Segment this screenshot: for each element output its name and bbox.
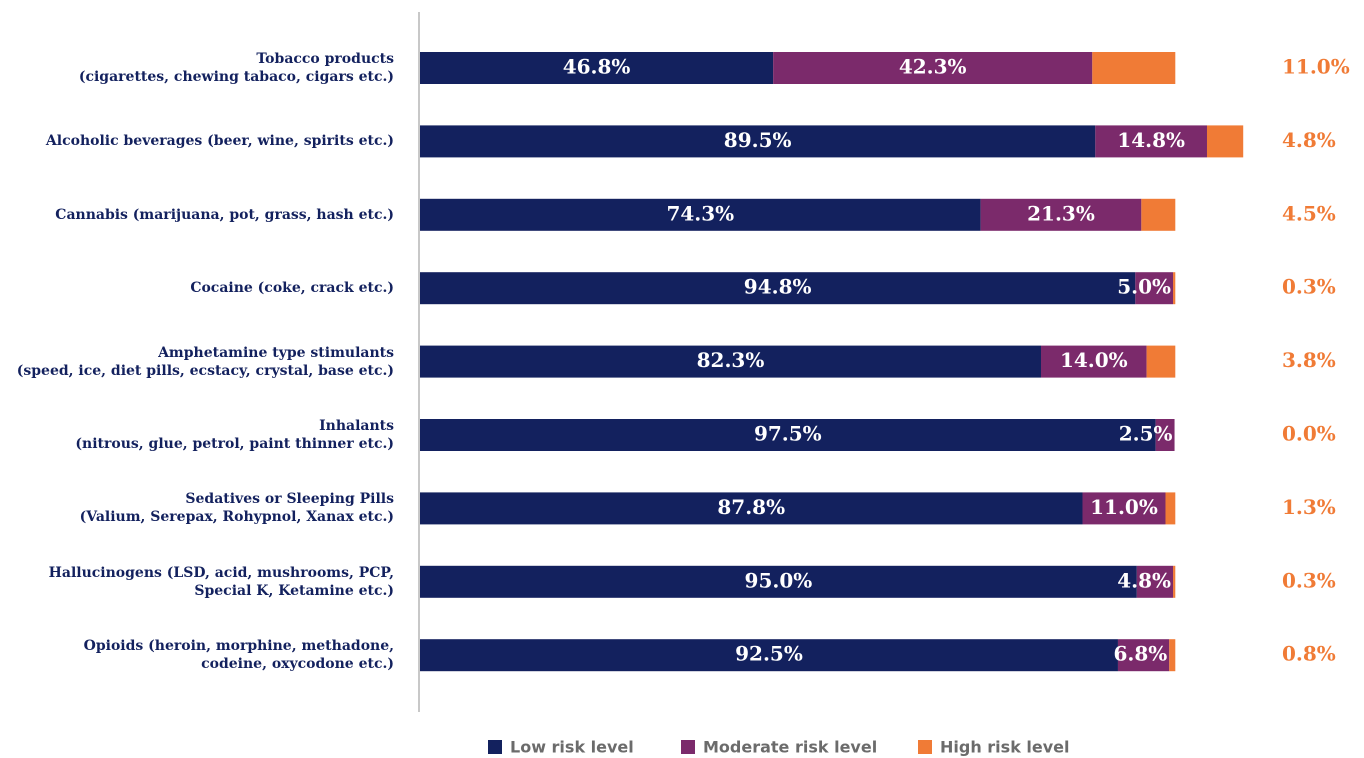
data-label: 46.8%	[563, 55, 631, 79]
data-label: 4.8%	[1282, 128, 1336, 152]
bar-segment	[980, 198, 1142, 231]
category-label: Amphetamine type stimulants (speed, ice,…	[16, 344, 394, 379]
category-label: Alcoholic beverages (beer, wine, spirits…	[45, 133, 394, 150]
data-label: 74.3%	[666, 201, 734, 225]
data-label: 1.3%	[1282, 495, 1336, 519]
data-label: 42.3%	[899, 55, 967, 79]
category-label: Tobacco products (cigarettes, chewing ta…	[78, 51, 394, 85]
data-label: 89.5%	[724, 128, 792, 152]
data-label: 6.8%	[1113, 642, 1167, 666]
bar-segment	[1141, 198, 1176, 231]
bar-segment	[1173, 272, 1176, 305]
data-label: 11.0%	[1282, 55, 1350, 79]
data-label: 82.3%	[697, 348, 765, 372]
bar-segment	[420, 419, 1156, 451]
bar-segment	[1206, 125, 1244, 158]
bar-segment	[1117, 639, 1170, 672]
data-label: 11.0%	[1090, 495, 1158, 519]
category-label: Inhalants (nitrous, glue, petrol, paint …	[75, 418, 394, 452]
category-label: Cannabis (marijuana, pot, grass, hash et…	[55, 206, 394, 223]
data-label: 0.0%	[1282, 422, 1336, 446]
bar-segment	[1135, 272, 1174, 305]
data-label: 4.5%	[1282, 201, 1336, 225]
data-label: 0.3%	[1282, 275, 1336, 299]
bar-segment	[773, 52, 1093, 84]
data-label: 97.5%	[754, 422, 822, 446]
legend-swatch	[918, 740, 932, 754]
data-label: 4.8%	[1117, 568, 1171, 592]
data-label: 92.5%	[735, 642, 803, 666]
bar-segment	[1095, 125, 1207, 158]
data-label: 2.5%	[1119, 422, 1173, 446]
bar-segment	[420, 125, 1096, 158]
legend-swatch	[681, 740, 695, 754]
bar-segment	[1136, 565, 1174, 598]
category-label: Opioids (heroin, morphine, methadone, co…	[83, 638, 394, 673]
data-label: 94.8%	[744, 275, 812, 299]
bar-segment	[1169, 639, 1176, 672]
bar-segment	[1092, 52, 1176, 84]
bar-segment	[420, 345, 1041, 378]
bar-segment	[420, 198, 981, 231]
data-label: 14.8%	[1117, 128, 1185, 152]
legend-label: Moderate risk level	[703, 738, 877, 757]
category-label: Cocaine (coke, crack etc.)	[190, 280, 394, 297]
data-label: 87.8%	[717, 495, 785, 519]
category-label: Hallucinogens (LSD, acid, mushrooms, PCP…	[48, 564, 394, 599]
bar-segment	[1173, 565, 1176, 598]
bar-segment	[420, 492, 1083, 525]
bar-segment	[1146, 345, 1176, 378]
bar-segment	[420, 52, 774, 84]
data-label: 95.0%	[745, 568, 813, 592]
legend-label: Low risk level	[510, 738, 634, 757]
legend-swatch	[488, 740, 502, 754]
bar-segment	[1165, 492, 1176, 525]
bar-segment	[1040, 345, 1147, 378]
data-label: 21.3%	[1027, 201, 1095, 225]
data-label: 0.8%	[1282, 642, 1336, 666]
bar-segment	[1082, 492, 1166, 525]
data-label: 3.8%	[1282, 348, 1336, 372]
data-label: 14.0%	[1060, 348, 1128, 372]
data-label: 0.3%	[1282, 568, 1336, 592]
legend-label: High risk level	[940, 738, 1070, 757]
bar-segment	[420, 565, 1137, 598]
bar-segment	[1155, 419, 1175, 451]
category-label: Sedatives or Sleeping Pills (Valium, Ser…	[79, 491, 394, 526]
data-label: 5.0%	[1117, 275, 1171, 299]
bar-segment	[420, 272, 1136, 305]
bar-segment	[420, 639, 1118, 672]
